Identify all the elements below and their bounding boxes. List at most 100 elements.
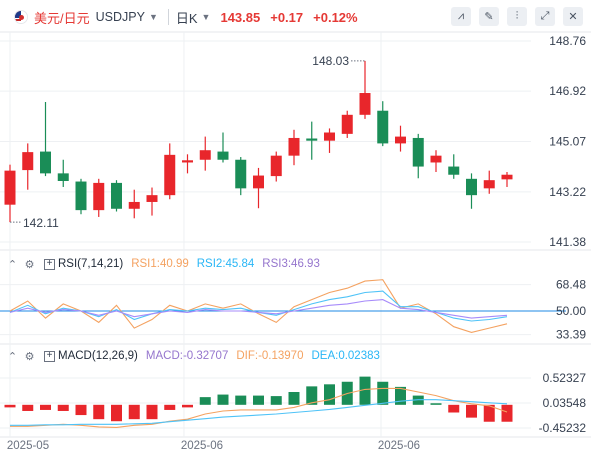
expand-icon[interactable]: + [44,258,55,270]
price-tick-label: 145.07 [549,135,586,149]
chevron-down-icon[interactable]: ▼ [148,12,158,22]
price-tick-label: 143.22 [549,185,586,199]
candle-style-icon[interactable]: ⫶ [507,7,527,26]
macd-bar [93,404,105,420]
rsi-tick-label: 68.48 [556,278,586,292]
expand-icon[interactable]: + [44,350,55,362]
collapse-icon[interactable]: ⌃ [7,350,18,363]
macd-bar [483,404,495,422]
candle-body [146,195,158,202]
candle-body [341,114,353,134]
macd-bar [164,404,176,410]
rsi-line-rsi2 [9,290,508,322]
candle-body [40,151,51,174]
candle-body [182,160,193,163]
candle-body [377,110,389,144]
dea-value: DEA:0.02383 [311,350,380,362]
rsi-pane [0,279,566,333]
candle-body [235,159,247,189]
macd-title: MACD(12,26,9) [58,350,138,362]
macd-tick-label: 0.52327 [543,371,587,385]
candle-body [501,174,513,180]
date-tick-label: 2025-06 [181,440,223,452]
rsi-tick-label: 33.39 [556,328,586,342]
candle-body [111,182,122,209]
macd-bar [306,386,318,405]
macd-bar [359,376,371,405]
candle-body [466,178,477,196]
candle-body [270,155,282,177]
toolbar: ⩘ ✎ ⫶ ⤢ ✕ [443,7,583,26]
candle-body [75,181,87,211]
chart-header: 美元/日元 USDJPY ▼ 日K ▼ 143.85 +0.17 +0.12% … [0,0,591,32]
max-annotation: 148.03 [312,54,349,68]
rsi-legend: ⌃ ⚙ + RSI(7,14,21) RSI1:40.99 RSI2:45.84… [6,255,328,273]
macd-tick-label: 0.03548 [543,396,587,410]
macd-value: MACD:-0.32707 [145,350,229,362]
macd-bar [199,397,211,405]
rsi-title: RSI(7,14,21) [58,258,124,270]
macd-bar [22,404,34,411]
fullscreen-icon[interactable]: ⤢ [535,7,555,26]
symbol-selector[interactable]: USDJPY [95,10,145,24]
macd-bar [501,404,513,422]
price-change: +0.17 [270,9,304,25]
macd-bar [235,395,247,405]
date-tick-label: 2025-06 [378,440,420,452]
candle-body [359,93,371,115]
axis-labels: 148.76 146.92 145.07 143.22 141.38 68.48 50.00… [7,34,586,452]
rsi-tick-label: 50.00 [556,304,586,318]
price-tick-label: 141.38 [549,235,586,249]
price-change-percent: +0.12% [313,9,358,25]
macd-bar [4,404,16,408]
indicator-icon[interactable]: ⩘ [451,7,471,26]
macd-bar [217,394,229,405]
macd-bar [75,404,87,416]
macd-bar [395,386,406,405]
candle-body [93,182,105,211]
rsi-line-rsi1 [9,279,508,333]
grid-lines [0,31,591,438]
candle-body [483,180,495,189]
dif-value: DIF:-0.13970 [236,350,304,362]
candle-body [430,155,442,163]
candle-body [395,136,406,144]
close-icon[interactable]: ✕ [563,7,583,26]
candle-body [128,201,140,209]
macd-line-dea [10,399,508,426]
chevron-down-icon[interactable]: ▼ [201,12,211,22]
candle-body [22,152,34,171]
interval-selector[interactable]: 日K [175,10,198,26]
settings-icon[interactable]: ⚙ [24,258,35,271]
macd-tick-label: -0.45232 [539,421,587,435]
candle-body [57,173,69,181]
symbol-bar: 美元/日元 USDJPY ▼ 日K ▼ 143.85 +0.17 +0.12% [0,6,358,28]
macd-bar [324,384,335,405]
candle-body [448,166,460,175]
last-price: 143.85 [220,9,261,25]
candle-body [199,150,211,160]
rsi3-value: RSI3:46.93 [262,258,320,270]
candle-body [217,151,229,160]
price-pane: 148.03 142.11 [4,54,513,230]
macd-bar [128,404,140,420]
macd-bar [466,404,477,418]
rsi-line-rsi3 [9,299,508,319]
macd-bar [57,404,69,411]
macd-bar [270,396,282,405]
macd-line-dif [10,387,508,428]
macd-bar [377,381,389,405]
macd-bar [448,404,460,413]
collapse-icon[interactable]: ⌃ [7,258,18,271]
candle-body [164,154,176,196]
date-tick-label: 2025-05 [7,440,49,452]
settings-icon[interactable]: ⚙ [24,350,35,363]
rsi2-value: RSI2:45.84 [196,258,255,270]
rsi1-value: RSI1:40.99 [131,258,189,270]
price-tick-label: 148.76 [549,34,586,48]
pair-name: 美元/日元 [34,10,90,26]
macd-bar [40,404,51,410]
draw-icon[interactable]: ✎ [479,7,499,26]
